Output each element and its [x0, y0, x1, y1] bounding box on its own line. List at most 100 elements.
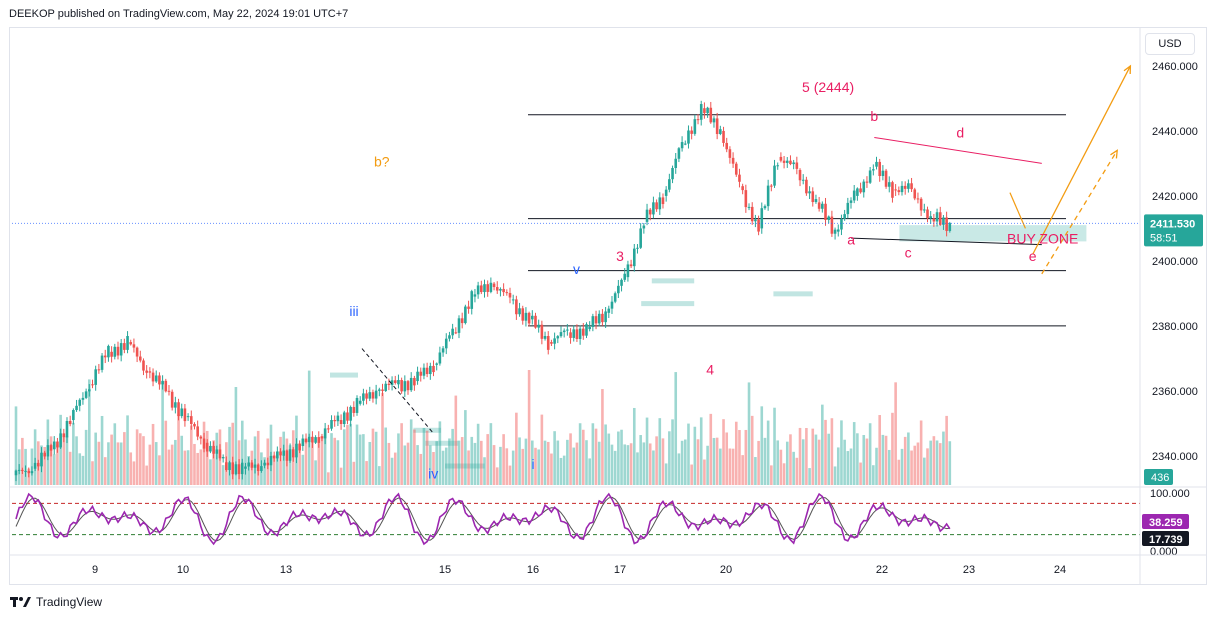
candle-body	[27, 470, 31, 474]
volume-bar	[865, 438, 869, 485]
candle-body	[502, 288, 505, 293]
volume-bar	[859, 462, 862, 485]
volume-bar	[285, 438, 289, 485]
volume-bar	[884, 435, 888, 485]
volume-bar	[368, 441, 372, 485]
volume-bar	[352, 461, 356, 485]
candle-body	[52, 441, 56, 450]
volume-bar	[795, 457, 799, 485]
stoch-k-value: 38.259	[1149, 517, 1183, 529]
candle-body	[352, 406, 356, 413]
candle-body	[279, 451, 282, 456]
candle-body	[123, 343, 126, 350]
volume-bar	[942, 431, 945, 485]
demand-zone-rect	[413, 427, 442, 433]
candle-body	[91, 384, 94, 386]
candle-body	[515, 299, 518, 315]
last-price-tag	[1144, 214, 1203, 247]
candle-body	[107, 345, 110, 358]
volume-bar	[585, 440, 588, 485]
candle-body	[511, 299, 515, 301]
time-tick-label: 24	[1054, 564, 1066, 576]
volume-bar	[196, 452, 199, 485]
volume-bar	[52, 454, 56, 485]
candle-body	[550, 342, 553, 344]
volume-bar	[339, 467, 343, 485]
wave-label: c	[905, 245, 912, 261]
volume-bar	[14, 406, 18, 485]
volume-bar	[897, 459, 901, 485]
volume-bar	[457, 440, 461, 485]
candle-body	[770, 185, 773, 187]
candle-body	[900, 185, 904, 193]
candle-body	[652, 202, 655, 215]
candle-body	[795, 162, 799, 169]
candle-body	[151, 372, 155, 382]
volume-bar	[881, 434, 885, 485]
volume-bar	[550, 453, 553, 485]
candle-body	[304, 438, 308, 443]
candle-body	[836, 229, 840, 232]
candle-body	[435, 363, 438, 365]
volume-bar	[938, 443, 942, 485]
volume-bar	[658, 418, 662, 485]
volume-bar	[677, 453, 681, 485]
candle-body	[320, 436, 324, 439]
candle-body	[196, 426, 199, 437]
candle-body	[738, 174, 741, 182]
demand-zone-rect	[445, 463, 485, 469]
volume-bar	[154, 442, 158, 485]
candle-body	[40, 452, 43, 467]
candle-body	[508, 292, 512, 298]
volume-bar	[164, 420, 168, 485]
volume-bar	[409, 419, 413, 485]
volume-bar	[438, 421, 442, 485]
candle-body	[65, 420, 69, 438]
volume-bar	[390, 457, 394, 485]
candle-body	[33, 462, 37, 469]
volume-bar	[180, 435, 184, 485]
volume-bar	[460, 437, 464, 485]
volume-bar	[856, 433, 859, 485]
candle-body	[138, 356, 142, 361]
candle-body	[878, 161, 881, 177]
candle-body	[527, 312, 531, 324]
candle-body	[942, 217, 945, 225]
projection-arrowhead	[1110, 149, 1118, 159]
volume-bar	[135, 429, 139, 485]
volume-bar	[209, 459, 212, 485]
wave-label: iv	[428, 466, 438, 482]
candle-body	[215, 449, 219, 454]
volume-bar	[836, 447, 840, 485]
candle-body	[68, 420, 72, 425]
candle-body	[706, 107, 709, 114]
candle-body	[833, 229, 837, 234]
currency-button[interactable]: USD	[1145, 33, 1195, 55]
volume-bar	[910, 450, 913, 485]
volume-bar	[604, 424, 607, 485]
candle-body	[193, 423, 196, 427]
candle-body	[639, 228, 642, 248]
candle-body	[814, 199, 818, 203]
volume-bar	[397, 433, 400, 485]
candle-body	[661, 197, 665, 205]
candle-body	[212, 445, 215, 454]
footer-brand[interactable]: TradingView	[10, 595, 102, 609]
volume-bar	[186, 450, 190, 485]
candle-body	[505, 292, 509, 294]
volume-bar	[607, 433, 611, 485]
candle-body	[562, 330, 566, 333]
volume-bar	[40, 445, 43, 485]
candle-body	[594, 316, 598, 324]
candle-body	[913, 189, 917, 199]
volume-bar	[304, 439, 308, 485]
volume-bar	[142, 436, 145, 485]
volume-bar	[161, 381, 164, 485]
candle-body	[872, 169, 875, 171]
volume-bar	[639, 435, 642, 485]
volume-bar	[814, 434, 818, 485]
candle-body	[671, 168, 674, 180]
volume-bar	[393, 452, 397, 485]
volume-bar	[174, 439, 177, 485]
